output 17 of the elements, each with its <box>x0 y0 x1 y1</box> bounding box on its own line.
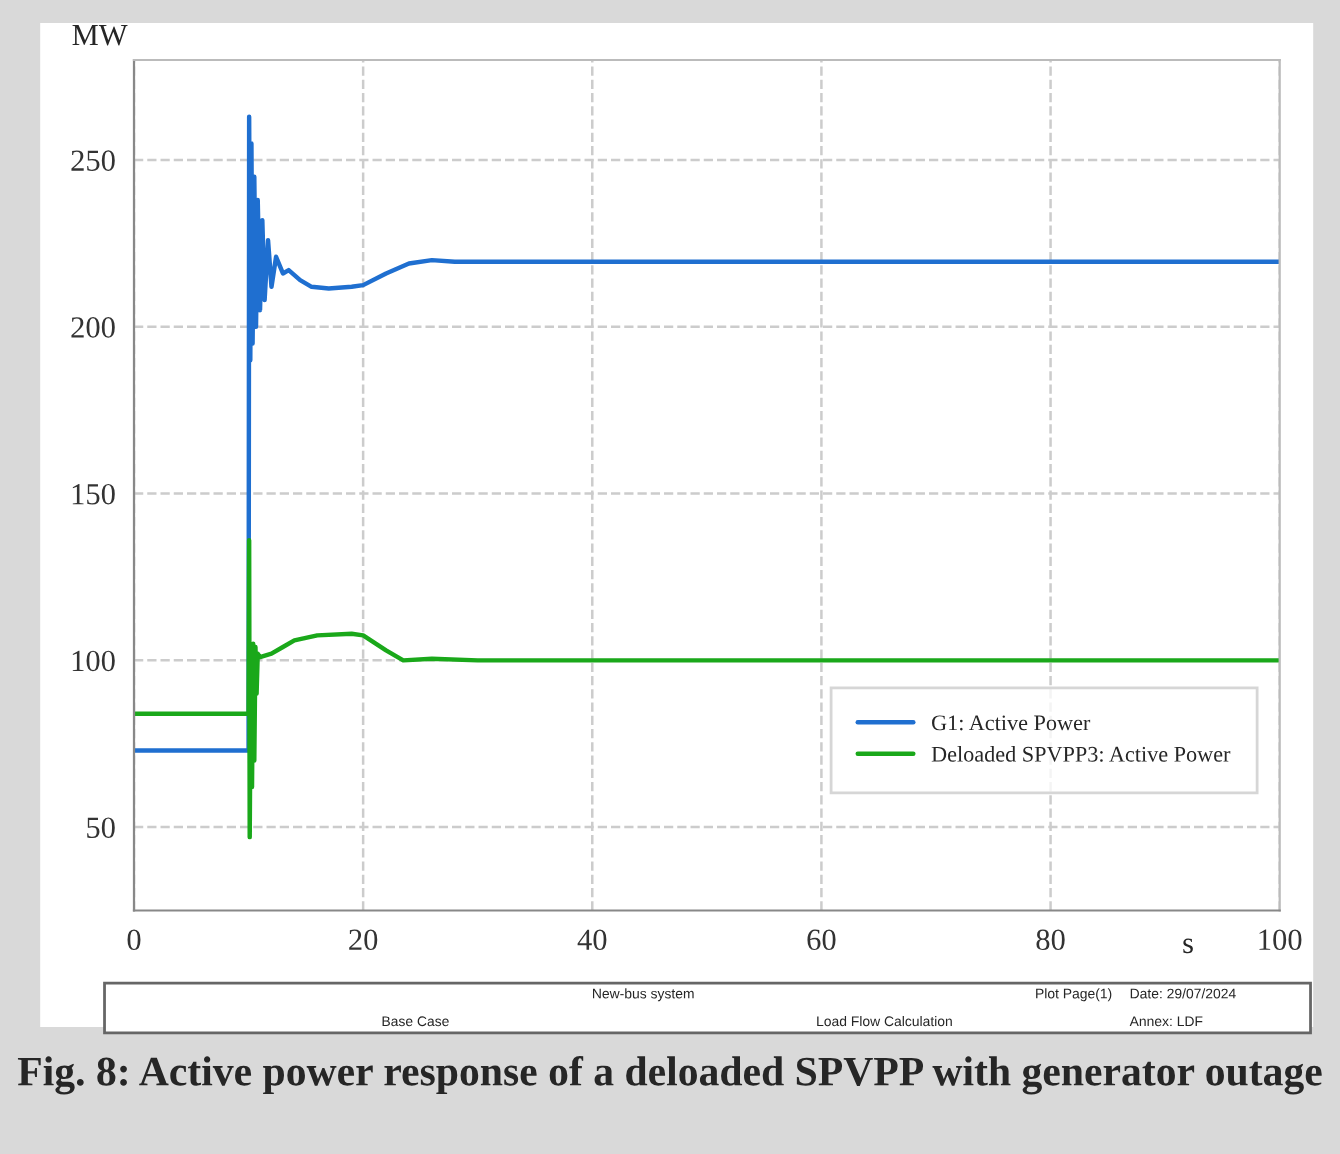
x-tick-label: 20 <box>349 929 378 951</box>
x-tick-label: 40 <box>577 929 607 951</box>
y-tick-label: 200 <box>71 317 115 338</box>
text: Fig. 8: Active power response of a deloaded SPVPP with generator outage <box>17 1055 1322 1095</box>
x-tick-label: 80 <box>1036 929 1065 951</box>
x-tick-label: 100 <box>1259 929 1302 951</box>
x-axis-title: s <box>1183 938 1193 954</box>
x-tick-label: 60 <box>807 929 836 951</box>
x-tick-label: 0 <box>127 929 141 951</box>
y-tick-label: 50 <box>87 817 115 839</box>
y-tick-label: 150 <box>72 483 115 505</box>
legend-label: Deloaded SPVPP3: Active Power <box>931 746 1231 762</box>
y-tick-label: 250 <box>71 150 115 171</box>
y-tick-label: 100 <box>72 650 115 672</box>
line-series <box>134 538 1280 840</box>
y-axis-title: MW <box>72 24 128 46</box>
legend-label: G1: Active Power <box>932 715 1091 731</box>
